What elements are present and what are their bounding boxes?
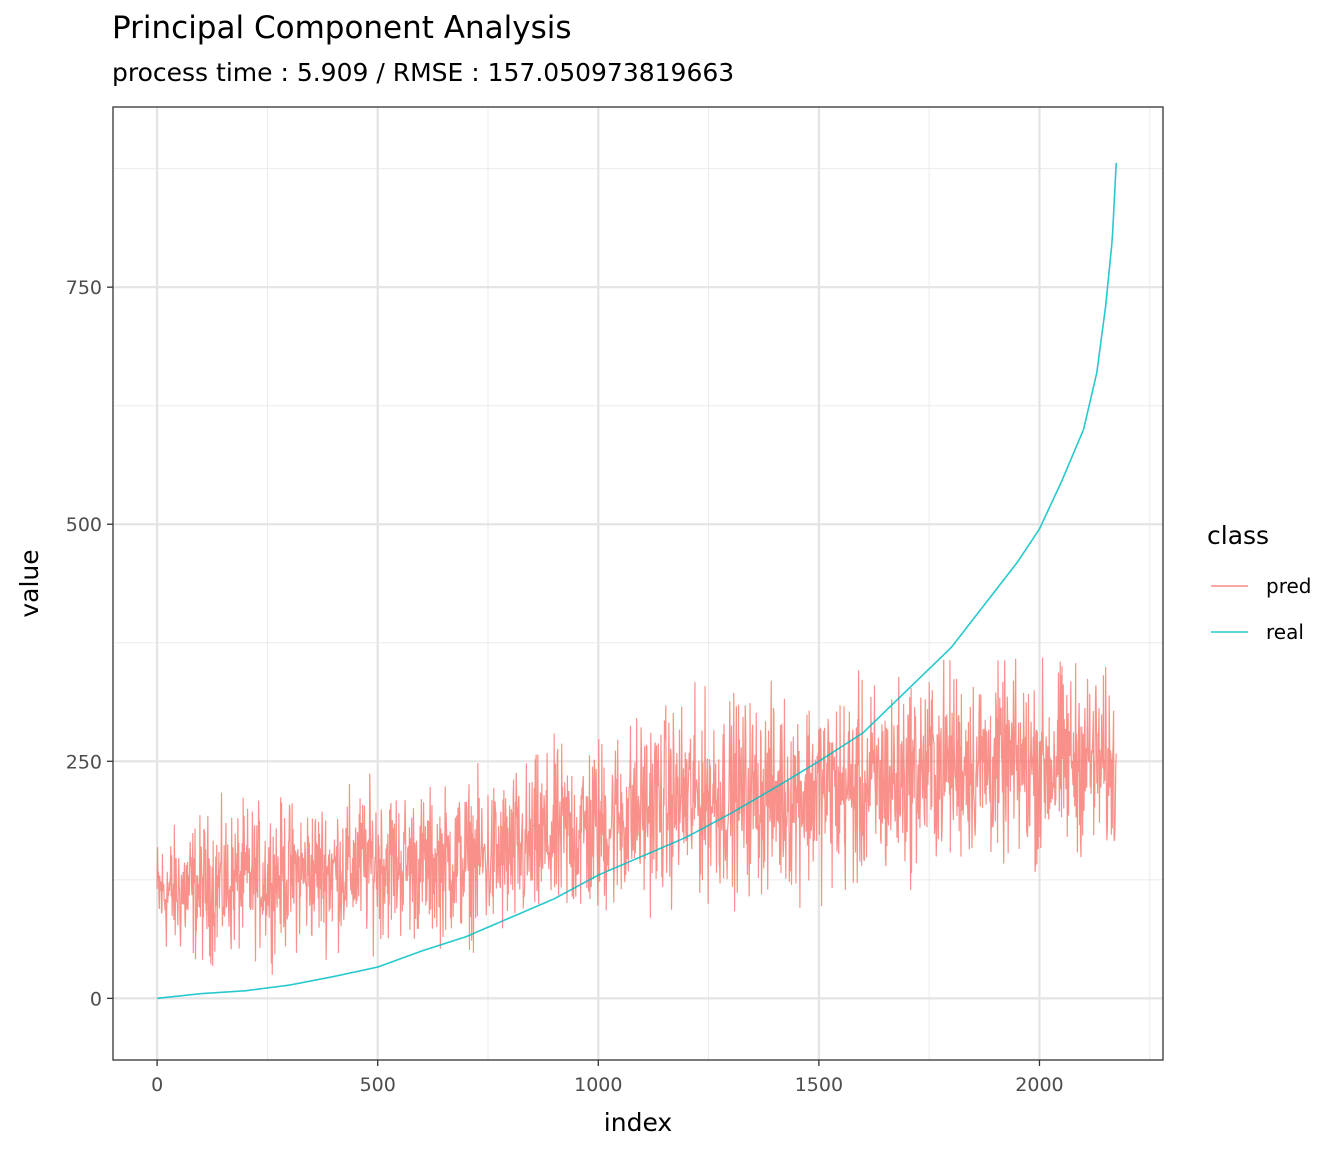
chart-subtitle: process time : 5.909 / RMSE : 157.050973… [112, 58, 735, 87]
x-tick-label: 2000 [1015, 1074, 1063, 1096]
legend-label-pred: pred [1266, 574, 1311, 598]
plot-panel-border [112, 106, 1164, 1061]
y-tick-label: 500 [66, 514, 102, 536]
series-line-real [157, 162, 1118, 1000]
y-tick-label: 250 [66, 751, 102, 773]
axis-ticks: 0 500 1000 1500 2000 0 250 500 750 [66, 277, 1064, 1096]
x-tick-label: 0 [151, 1074, 163, 1096]
y-axis-title: value [15, 549, 44, 617]
x-tick-label: 1500 [795, 1074, 843, 1096]
series-layer [156, 162, 1118, 1000]
legend: class pred real [1207, 521, 1311, 644]
legend-title: class [1207, 521, 1269, 550]
x-tick-label: 1000 [574, 1074, 622, 1096]
series-line-pred [156, 657, 1117, 975]
y-tick-label: 0 [90, 988, 102, 1010]
y-tick-label: 750 [66, 277, 102, 299]
x-axis-title: index [604, 1108, 672, 1137]
x-tick-label: 500 [360, 1074, 396, 1096]
chart-title: Principal Component Analysis [112, 10, 572, 46]
legend-label-real: real [1266, 620, 1304, 644]
